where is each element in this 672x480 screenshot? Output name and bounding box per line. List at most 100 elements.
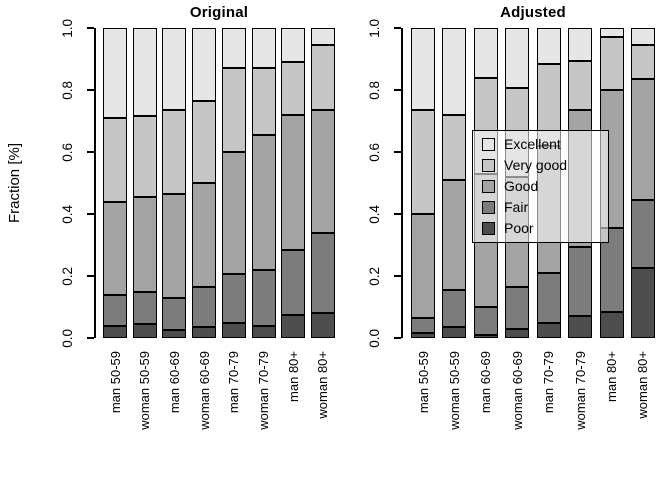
y-tick-label-text: 0.4 [366,204,382,224]
bar-segment-poor [505,328,530,338]
y-tick-label-text: 0.2 [59,266,75,286]
y-tick-label-text: 0.8 [366,80,382,100]
bar-segment-very-good [310,45,335,111]
x-labels-original: man 50-59 woman 50-59 man 60-69 woman 60-69… [101,344,337,476]
x-category-slot: man 80+ [600,344,624,476]
y-tick-label-text: 0.6 [59,142,75,162]
y-tick [394,337,401,339]
bar-segment-fair [411,317,435,334]
bar-segment-good [630,79,655,201]
bar-segment-poor [536,322,561,338]
bar-segment-excellent [505,28,530,89]
y-tick [87,275,94,277]
x-category-slot: woman 50-59 [442,344,466,476]
legend-label: Very good [504,157,568,173]
x-category-label: man 50-59 [415,351,431,414]
legend-swatch-fair [482,201,495,214]
y-axis-title: Fraction [%] [2,28,26,338]
bar-segment-very-good [599,37,624,91]
legend: Excellent Very good Good Fair Poor [472,130,609,243]
x-category-label: man 60-69 [166,351,182,414]
x-category-label: man 80+ [285,351,301,402]
bar-segment-poor [192,327,217,338]
y-tick-label-text: 0.8 [59,80,75,100]
y-axis-adjusted [401,28,403,338]
legend-label: Fair [504,199,529,215]
bar-segment-very-good [630,45,655,80]
x-category-label: woman 80+ [315,351,331,419]
y-tick-label: 0.0 [57,308,77,368]
y-tick-label-text: 0.0 [366,328,382,348]
x-category-label: woman 60-69 [509,351,525,430]
x-category-slot: woman 70-79 [568,344,592,476]
bar-segment-excellent [536,28,561,64]
legend-swatch-good [482,180,495,193]
panel-title-original: Original [189,4,249,21]
bar-segment-good [221,152,246,275]
bar-segment-good [103,201,127,295]
y-tick-label: 0.6 [57,122,77,182]
bar-woman-80+ [630,28,655,338]
x-labels-adjusted: man 50-59 woman 50-59 man 60-69 woman 60-69… [409,344,657,476]
bar-segment-good [251,134,276,270]
bar-segment-poor [630,268,655,338]
bar-segment-excellent [630,28,655,46]
bar-segment-poor [442,327,467,338]
x-category-slot: woman 60-69 [505,344,529,476]
bar-woman-60-69 [192,28,217,338]
bar-segment-excellent [568,28,593,61]
bar-man-70-79 [221,28,246,338]
legend-label: Excellent [504,136,561,152]
bar-segment-fair [251,269,276,326]
y-tick-label-text: 0.0 [59,328,75,348]
y-tick-label: 0.8 [57,60,77,120]
y-tick-label: 0.2 [364,246,384,306]
bar-man-80+ [281,28,306,338]
bar-segment-poor [599,311,624,338]
y-tick-label-text: 0.6 [366,142,382,162]
legend-row-very-good: Very good [482,157,599,174]
bar-man-80+ [599,28,624,338]
bar-segment-excellent [103,28,127,118]
bar-segment-excellent [192,28,217,101]
bar-segment-excellent [162,28,187,111]
y-tick [394,275,401,277]
bar-segment-very-good [442,114,467,180]
bar-segment-excellent [221,28,246,69]
y-tick-label: 0.0 [364,308,384,368]
y-tick-label: 1.0 [364,0,384,58]
x-category-slot: woman 80+ [311,344,335,476]
x-category-label: woman 70-79 [256,351,272,430]
x-category-slot: man 60-69 [474,344,498,476]
bar-man-50-59 [411,28,435,338]
x-category-label: woman 60-69 [196,351,212,430]
x-category-label: man 50-59 [107,351,123,414]
bar-segment-good [442,179,467,290]
bar-segment-poor [281,314,306,338]
x-category-slot: woman 80+ [631,344,655,476]
y-tick-label: 0.6 [364,122,384,182]
legend-row-good: Good [482,178,599,195]
bar-segment-good [192,183,217,287]
y-tick [87,337,94,339]
bar-segment-excellent [251,28,276,69]
bar-woman-50-59 [442,28,467,338]
bars-original [101,28,337,338]
bar-segment-excellent [442,28,467,115]
bar-segment-poor [310,313,335,338]
bar-segment-excellent [132,28,157,117]
y-tick [87,151,94,153]
bar-segment-very-good [251,68,276,135]
bar-woman-70-79 [251,28,276,338]
legend-row-poor: Poor [482,220,599,237]
x-category-label: woman 70-79 [572,351,588,430]
panel-title-adjusted: Adjusted [500,4,566,21]
y-tick [87,213,94,215]
bar-segment-poor [251,325,276,338]
x-category-slot: man 50-59 [103,344,127,476]
bar-man-60-69 [162,28,187,338]
bar-segment-fair [103,294,127,326]
bar-segment-fair [568,246,593,317]
y-tick-label-text: 0.4 [59,204,75,224]
bar-segment-fair [132,291,157,325]
